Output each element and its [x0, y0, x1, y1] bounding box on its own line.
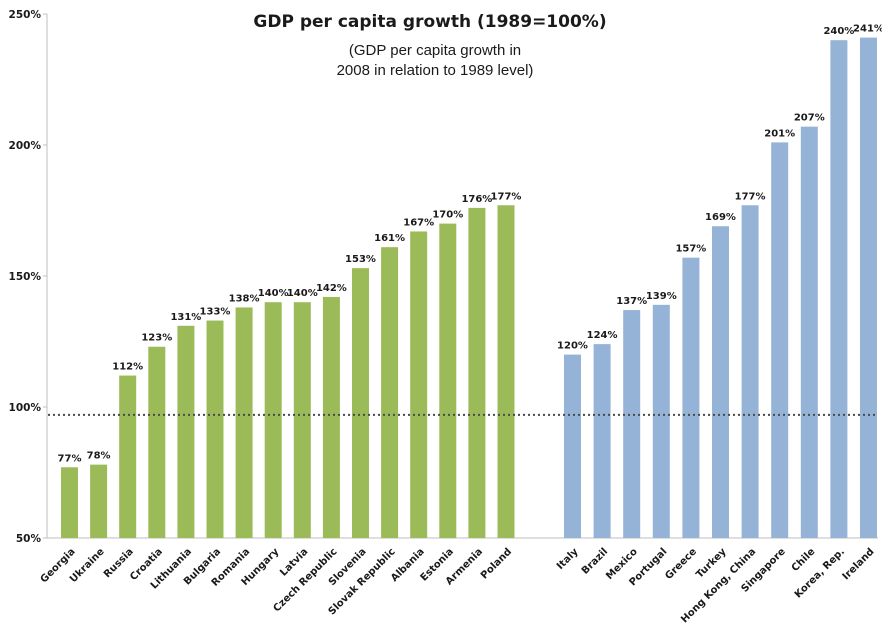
bar: [497, 205, 515, 538]
bar: [381, 247, 399, 538]
data-label: 137%: [616, 296, 647, 307]
bar: [235, 307, 253, 538]
data-label: 77%: [58, 453, 82, 464]
chart-subtitle-line-1: (GDP per capita growth in: [348, 42, 522, 59]
data-label: 157%: [675, 244, 706, 255]
chart-title: GDP per capita growth (1989=100%): [253, 12, 607, 32]
data-label: 131%: [170, 312, 201, 323]
bar: [322, 296, 340, 538]
data-label: 142%: [316, 283, 347, 294]
bar: [771, 142, 789, 538]
data-label: 176%: [461, 194, 492, 205]
bar: [90, 464, 108, 538]
data-label: 177%: [735, 191, 766, 202]
data-label: 161%: [374, 233, 405, 244]
y-tick-label: 250%: [9, 9, 42, 21]
chart-subtitle: (GDP per capita growth in 2008 in relati…: [250, 41, 620, 81]
data-label: 241%: [853, 24, 882, 35]
data-label: 140%: [258, 288, 289, 299]
data-label: 138%: [229, 293, 260, 304]
x-tick-label: Poland: [479, 546, 514, 581]
data-label: 170%: [432, 210, 463, 221]
data-label: 139%: [646, 291, 677, 302]
bar: [682, 257, 700, 538]
chart-subtitle-line-2: 2008 in relation to 1989 level): [336, 62, 534, 79]
data-label: 133%: [200, 307, 231, 318]
data-label: 167%: [403, 217, 434, 228]
bar: [206, 320, 224, 538]
bar: [61, 467, 78, 538]
bar: [593, 344, 611, 538]
bar: [652, 304, 670, 538]
bar: [623, 310, 641, 538]
data-label: 201%: [764, 128, 795, 139]
data-label: 123%: [141, 333, 172, 344]
data-label: 207%: [794, 113, 825, 124]
data-label: 112%: [112, 362, 143, 373]
data-label: 169%: [705, 212, 736, 223]
bar: [439, 223, 457, 538]
data-label: 120%: [557, 341, 588, 352]
x-tick-label: Greece: [663, 546, 699, 582]
bar: [410, 231, 428, 538]
bar: [741, 205, 759, 538]
x-tick-label: Chile: [790, 546, 818, 574]
bar: [800, 126, 818, 538]
bar: [830, 40, 848, 538]
x-tick-label: Ireland: [841, 546, 877, 582]
bar: [293, 302, 311, 538]
data-label: 153%: [345, 254, 376, 265]
data-label: 140%: [287, 288, 318, 299]
y-tick-label: 100%: [9, 402, 42, 414]
bar: [860, 37, 877, 538]
y-tick-label: 150%: [9, 271, 42, 283]
data-label: 240%: [823, 26, 854, 37]
bar: [712, 226, 729, 538]
data-label: 78%: [87, 451, 111, 462]
bar: [177, 325, 195, 538]
data-label: 124%: [587, 330, 618, 341]
bar: [148, 346, 166, 538]
bar: [468, 207, 486, 538]
y-tick-label: 50%: [16, 533, 42, 545]
bar: [119, 375, 137, 538]
data-label: 177%: [491, 191, 522, 202]
bar: [352, 268, 369, 538]
bar: [564, 354, 581, 538]
x-tick-label: Italy: [555, 546, 581, 572]
y-tick-label: 200%: [9, 140, 42, 152]
bar: [264, 302, 282, 538]
